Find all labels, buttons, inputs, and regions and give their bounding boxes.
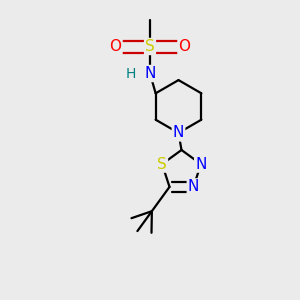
Text: S: S xyxy=(157,157,167,172)
Text: O: O xyxy=(110,39,122,54)
Text: S: S xyxy=(145,39,155,54)
Text: N: N xyxy=(195,157,207,172)
Text: H: H xyxy=(125,67,136,80)
Text: O: O xyxy=(178,39,190,54)
Text: N: N xyxy=(173,125,184,140)
Text: N: N xyxy=(144,66,156,81)
Text: N: N xyxy=(188,179,199,194)
